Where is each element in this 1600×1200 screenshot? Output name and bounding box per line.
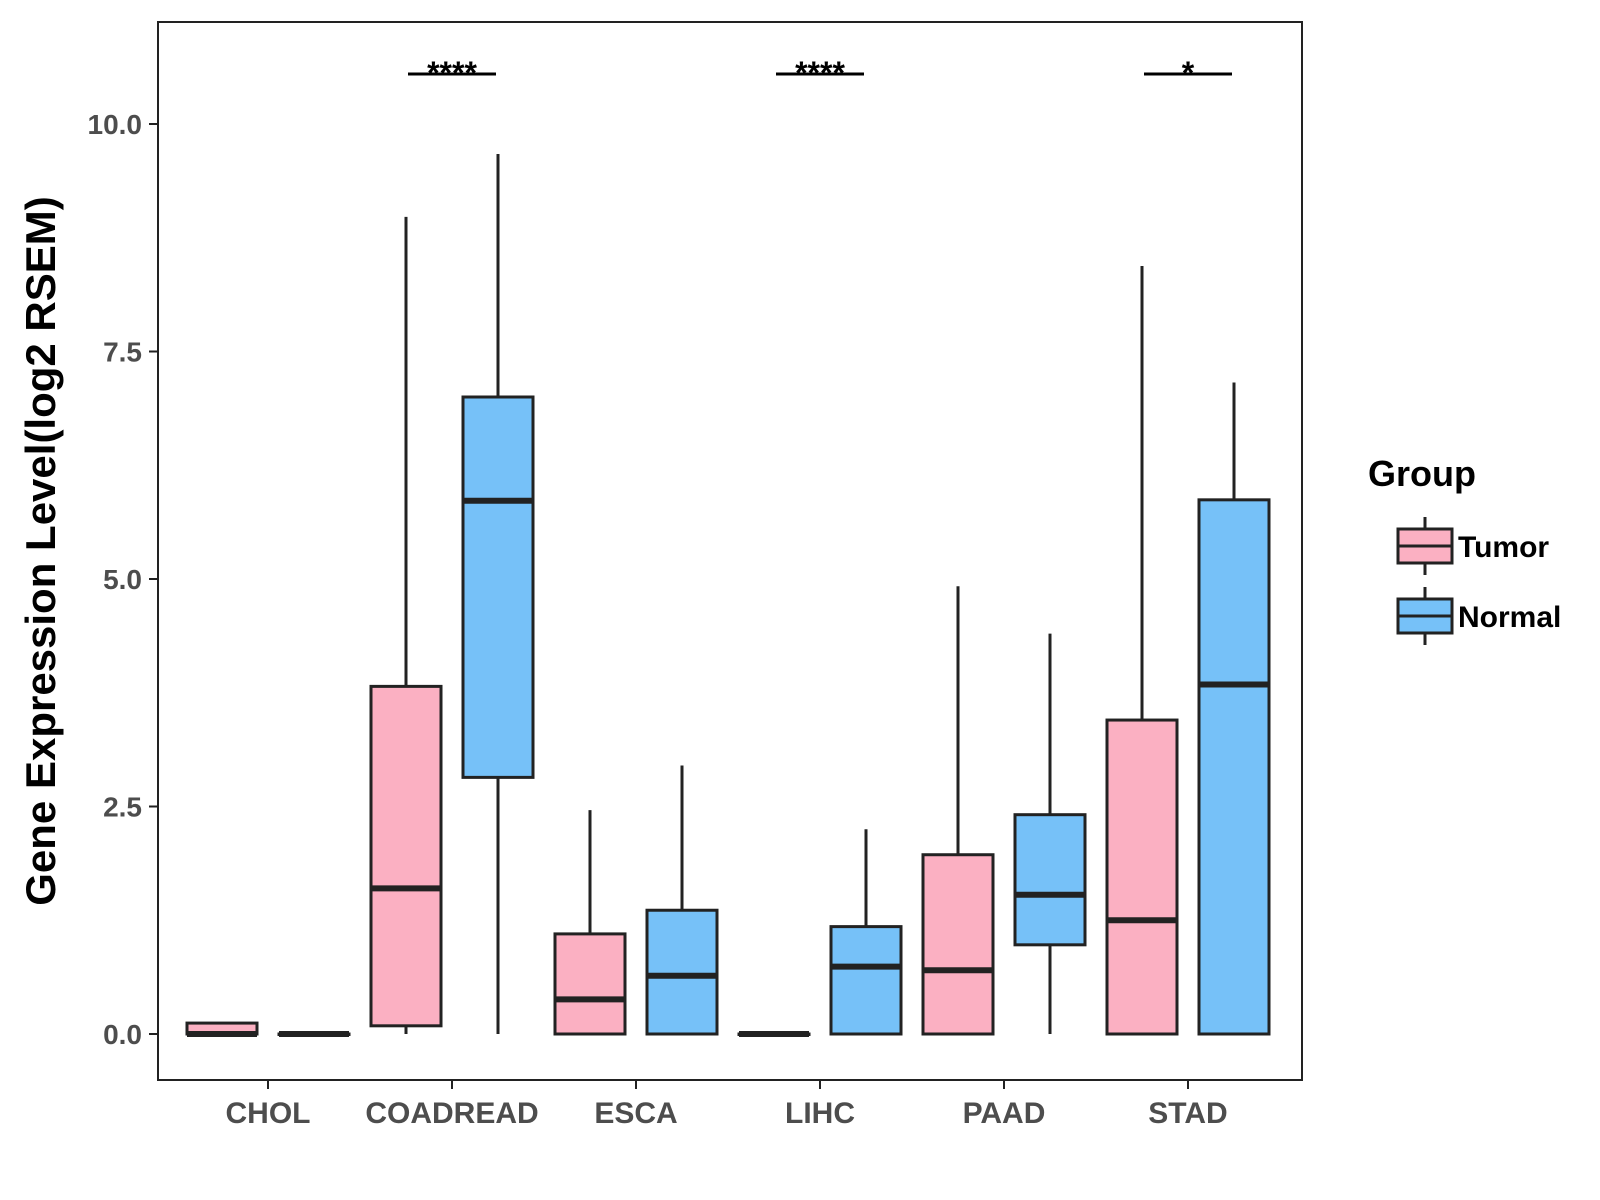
- box-body: [461, 395, 535, 779]
- x-tick-label-lihc: LIHC: [785, 1097, 855, 1130]
- box-body: [1197, 498, 1271, 1036]
- y-tick-label: 2.5: [103, 792, 142, 823]
- box-normal-lihc: [829, 829, 903, 1036]
- box-tumor-stad: [1105, 265, 1179, 1036]
- legend-entry-tumor: Tumor: [1396, 517, 1549, 575]
- y-tick-label: 7.5: [103, 337, 142, 368]
- y-axis-title: Gene Expression Level(log2 RSEM): [17, 196, 64, 906]
- box-tumor-lihc: [737, 1031, 811, 1037]
- x-tick-label-stad: STAD: [1148, 1097, 1227, 1130]
- box-tumor-esca: [553, 810, 627, 1036]
- x-tick-label-paad: PAAD: [963, 1097, 1046, 1130]
- box-body: [1105, 718, 1179, 1036]
- significance-lihc: ****: [776, 55, 864, 91]
- x-tick-label-coadread: COADREAD: [365, 1097, 538, 1130]
- y-tick-label: 0.0: [103, 1019, 142, 1050]
- significance-stad: *: [1144, 55, 1232, 91]
- y-tick-label: 5.0: [103, 564, 142, 595]
- box-body: [1013, 813, 1087, 947]
- box-normal-paad: [1013, 633, 1087, 1034]
- box-tumor-coadread: [369, 216, 443, 1034]
- significance-label: *: [1182, 55, 1195, 91]
- box-body: [829, 925, 903, 1036]
- box-body: [369, 684, 443, 1028]
- legend-entry-normal: Normal: [1396, 587, 1561, 645]
- box-body: [645, 908, 719, 1036]
- box-normal-esca: [645, 765, 719, 1036]
- legend-label: Normal: [1458, 601, 1561, 634]
- box-normal-stad: [1197, 382, 1271, 1036]
- box-normal-chol: [277, 1031, 351, 1037]
- box-body: [553, 932, 627, 1036]
- legend-title: Group: [1368, 453, 1476, 494]
- significance-coadread: ****: [408, 55, 496, 91]
- legend-label: Tumor: [1458, 531, 1549, 564]
- significance-layer: **** **** *: [408, 55, 1232, 91]
- box-body: [921, 853, 995, 1036]
- x-tick-label-chol: CHOL: [226, 1097, 311, 1130]
- box-tumor-chol: [185, 1021, 259, 1037]
- box-normal-coadread: [461, 154, 535, 1034]
- y-axis: 0.0 2.5 5.0 7.5 10.0: [88, 109, 158, 1050]
- significance-label: ****: [795, 55, 845, 91]
- x-tick-label-esca: ESCA: [594, 1097, 677, 1130]
- box-tumor-paad: [921, 586, 995, 1036]
- x-axis: CHOL COADREAD ESCA LIHC PAAD STAD: [226, 1080, 1228, 1130]
- legend: Group Tumor Normal: [1368, 453, 1561, 645]
- y-tick-label: 10.0: [88, 109, 143, 140]
- boxes-layer: [185, 154, 1271, 1037]
- significance-label: ****: [427, 55, 477, 91]
